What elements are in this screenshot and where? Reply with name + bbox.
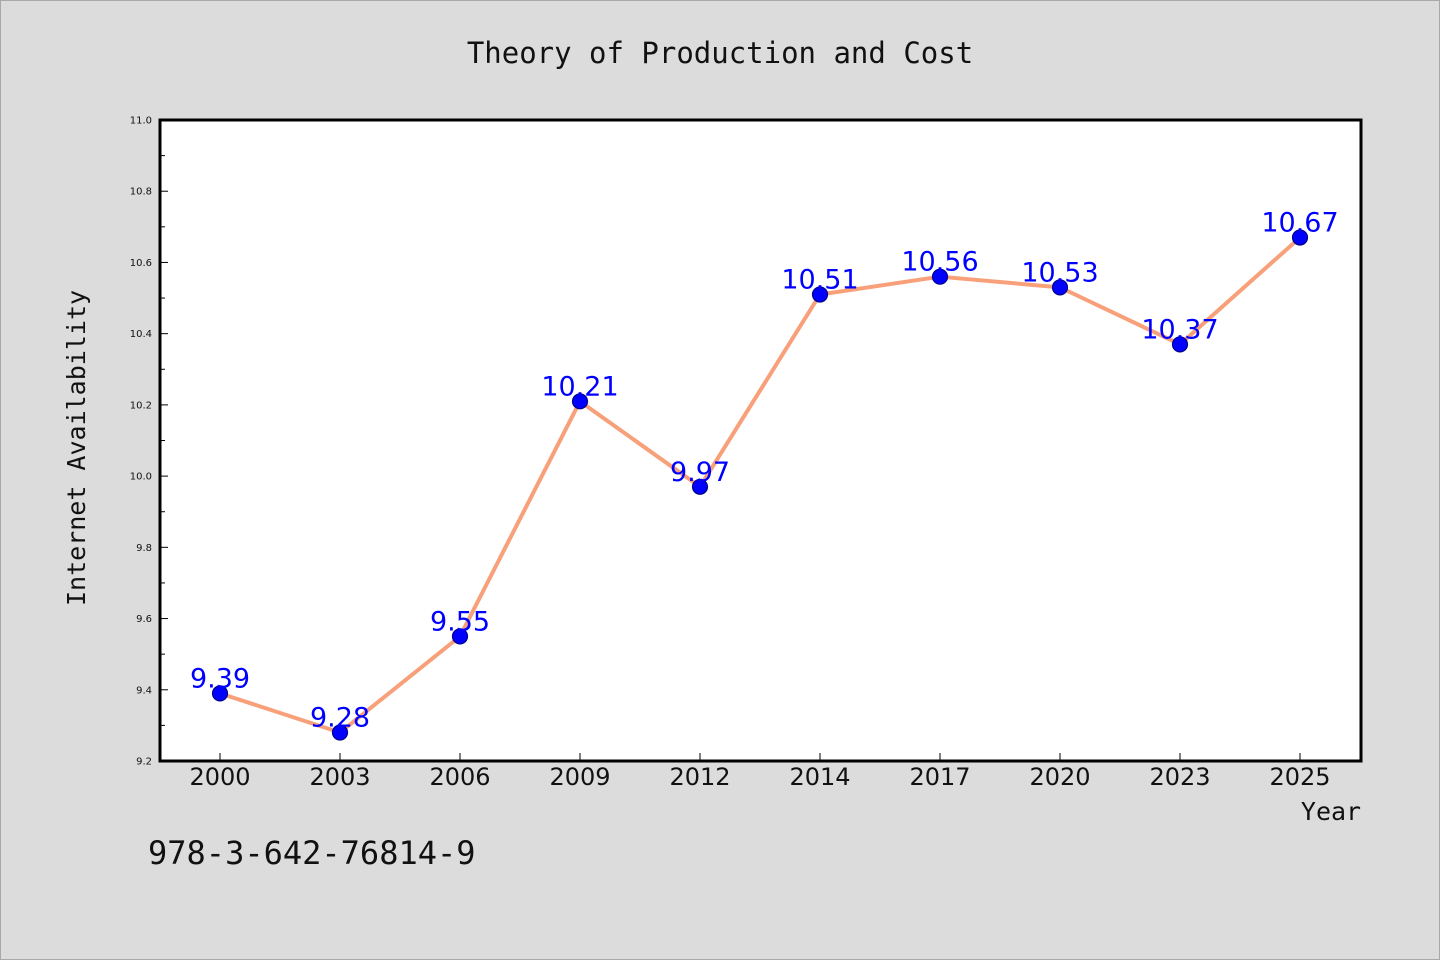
series-markers — [211, 229, 1309, 741]
data-label: 10.37 — [1141, 314, 1218, 345]
chart-title: Theory of Production and Cost — [467, 36, 973, 70]
data-label: 10.53 — [1021, 257, 1098, 288]
data-point — [931, 268, 949, 285]
data-label: 9.28 — [310, 703, 370, 734]
x-tick-label: 2012 — [669, 763, 730, 791]
x-axis: 2000 2003 2006 2009 2012 2014 2017 2020 2023 2025 — [189, 753, 1331, 791]
x-tick-label: 2023 — [1149, 763, 1210, 791]
data-label: 10.67 — [1261, 208, 1338, 239]
data-point — [331, 724, 349, 741]
data-label: 10.51 — [781, 264, 858, 295]
x-tick-label: 2020 — [1029, 763, 1090, 791]
x-tick-label: 2014 — [789, 763, 850, 791]
y-tick-label: 10.8 — [130, 187, 152, 198]
y-tick-label: 9.4 — [136, 685, 152, 696]
data-label: 10.21 — [541, 371, 618, 402]
plot-border — [158, 118, 1363, 763]
y-tick-label: 10.4 — [130, 329, 152, 340]
y-tick-label: 10.0 — [130, 472, 152, 483]
y-axis-label: Internet Availability — [62, 290, 91, 606]
data-label: 9.39 — [190, 663, 250, 694]
isbn-annotation: 978-3-642-76814-9 — [148, 834, 476, 872]
data-point — [451, 628, 469, 645]
data-label: 9.97 — [670, 457, 730, 488]
data-label: 9.55 — [430, 606, 490, 637]
y-tick-label: 10.2 — [130, 400, 152, 411]
data-point — [571, 393, 589, 410]
data-point — [691, 478, 709, 495]
series-line — [219, 236, 1302, 735]
x-tick-label: 2006 — [429, 763, 490, 791]
x-tick-label: 2000 — [189, 763, 250, 791]
data-point — [1291, 229, 1309, 246]
plot-area — [160, 120, 1361, 761]
y-tick-label: 10.6 — [130, 258, 152, 269]
data-label: 10.56 — [901, 247, 978, 278]
y-tick-label: 11.0 — [130, 116, 152, 127]
data-labels: 9.39 9.28 9.55 10.21 9.97 10.51 10.56 10.53 10.3… — [190, 208, 1339, 734]
x-tick-label: 2003 — [309, 763, 370, 791]
data-point — [1171, 336, 1189, 353]
x-tick-label: 2009 — [549, 763, 610, 791]
data-point — [211, 685, 229, 702]
y-tick-label: 9.6 — [136, 614, 152, 625]
x-tick-label: 2017 — [909, 763, 970, 791]
y-tick-label: 9.2 — [136, 757, 152, 768]
x-tick-label: 2025 — [1269, 763, 1330, 791]
x-axis-label: Year — [1301, 797, 1361, 826]
data-point — [1051, 279, 1069, 296]
data-point — [811, 286, 829, 303]
y-tick-label: 9.8 — [136, 543, 152, 554]
